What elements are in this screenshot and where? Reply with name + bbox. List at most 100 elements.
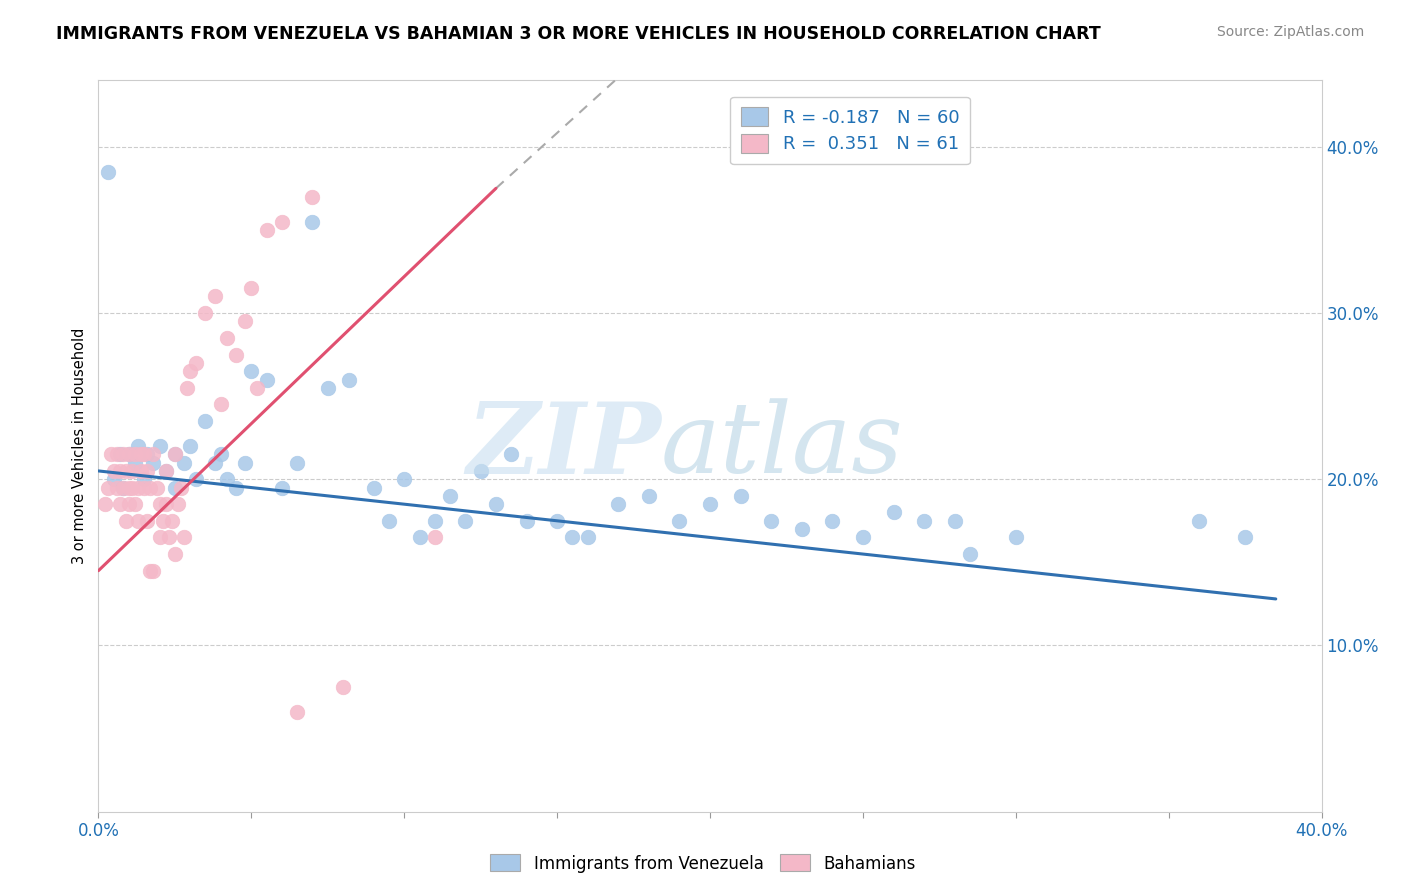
Point	[100, 447, 122, 461]
Point	[225, 481, 247, 495]
Point	[121, 481, 143, 495]
Point	[142, 447, 165, 461]
Point	[142, 456, 165, 470]
Point	[93, 497, 115, 511]
Point	[943, 514, 966, 528]
Point	[699, 497, 721, 511]
Point	[124, 456, 146, 470]
Point	[637, 489, 661, 503]
Point	[423, 514, 446, 528]
Point	[160, 514, 183, 528]
Point	[127, 514, 149, 528]
Point	[118, 447, 141, 461]
Point	[423, 530, 446, 544]
Text: Source: ZipAtlas.com: Source: ZipAtlas.com	[1216, 25, 1364, 39]
Point	[233, 456, 256, 470]
Point	[134, 447, 156, 461]
Point	[439, 489, 461, 503]
Point	[285, 705, 308, 719]
Point	[179, 439, 201, 453]
Point	[136, 464, 159, 478]
Point	[337, 372, 360, 386]
Point	[883, 506, 905, 520]
Point	[852, 530, 875, 544]
Point	[912, 514, 935, 528]
Point	[209, 397, 232, 411]
Point	[111, 481, 134, 495]
Point	[179, 364, 201, 378]
Legend: R = -0.187   N = 60, R =  0.351   N = 61: R = -0.187 N = 60, R = 0.351 N = 61	[730, 96, 970, 164]
Text: atlas: atlas	[661, 399, 904, 493]
Point	[256, 223, 278, 237]
Point	[332, 680, 354, 694]
Point	[1004, 530, 1026, 544]
Point	[163, 547, 186, 561]
Point	[152, 514, 174, 528]
Point	[1234, 530, 1257, 544]
Point	[108, 497, 131, 511]
Point	[105, 447, 128, 461]
Point	[118, 481, 141, 495]
Point	[233, 314, 256, 328]
Point	[176, 381, 198, 395]
Point	[607, 497, 630, 511]
Point	[103, 464, 125, 478]
Point	[139, 564, 162, 578]
Point	[103, 472, 125, 486]
Point	[246, 381, 269, 395]
Y-axis label: 3 or more Vehicles in Household: 3 or more Vehicles in Household	[72, 328, 87, 564]
Point	[408, 530, 430, 544]
Point	[485, 497, 508, 511]
Point	[155, 464, 177, 478]
Point	[127, 439, 149, 453]
Point	[134, 472, 156, 486]
Point	[136, 447, 159, 461]
Point	[129, 464, 152, 478]
Point	[516, 514, 538, 528]
Point	[167, 497, 190, 511]
Point	[209, 447, 232, 461]
Point	[215, 472, 238, 486]
Point	[194, 414, 217, 428]
Point	[108, 447, 131, 461]
Point	[730, 489, 752, 503]
Point	[790, 522, 813, 536]
Point	[170, 481, 193, 495]
Point	[759, 514, 782, 528]
Text: ZIP: ZIP	[467, 398, 661, 494]
Point	[155, 464, 177, 478]
Point	[118, 497, 141, 511]
Point	[134, 481, 156, 495]
Point	[136, 514, 159, 528]
Point	[204, 456, 226, 470]
Point	[204, 289, 226, 303]
Point	[163, 447, 186, 461]
Point	[118, 447, 141, 461]
Point	[149, 439, 172, 453]
Point	[470, 464, 492, 478]
Point	[668, 514, 690, 528]
Point	[124, 497, 146, 511]
Point	[1188, 514, 1211, 528]
Point	[363, 481, 385, 495]
Point	[97, 164, 120, 178]
Point	[142, 564, 165, 578]
Point	[149, 497, 172, 511]
Point	[959, 547, 981, 561]
Point	[127, 481, 149, 495]
Point	[111, 447, 134, 461]
Point	[149, 530, 172, 544]
Point	[115, 514, 138, 528]
Point	[124, 447, 146, 461]
Point	[256, 372, 278, 386]
Point	[129, 447, 152, 461]
Point	[501, 447, 523, 461]
Text: IMMIGRANTS FROM VENEZUELA VS BAHAMIAN 3 OR MORE VEHICLES IN HOUSEHOLD CORRELATIO: IMMIGRANTS FROM VENEZUELA VS BAHAMIAN 3 …	[56, 25, 1101, 43]
Point	[111, 481, 134, 495]
Point	[561, 530, 583, 544]
Point	[576, 530, 599, 544]
Point	[392, 472, 416, 486]
Point	[270, 481, 292, 495]
Point	[105, 481, 128, 495]
Point	[108, 464, 131, 478]
